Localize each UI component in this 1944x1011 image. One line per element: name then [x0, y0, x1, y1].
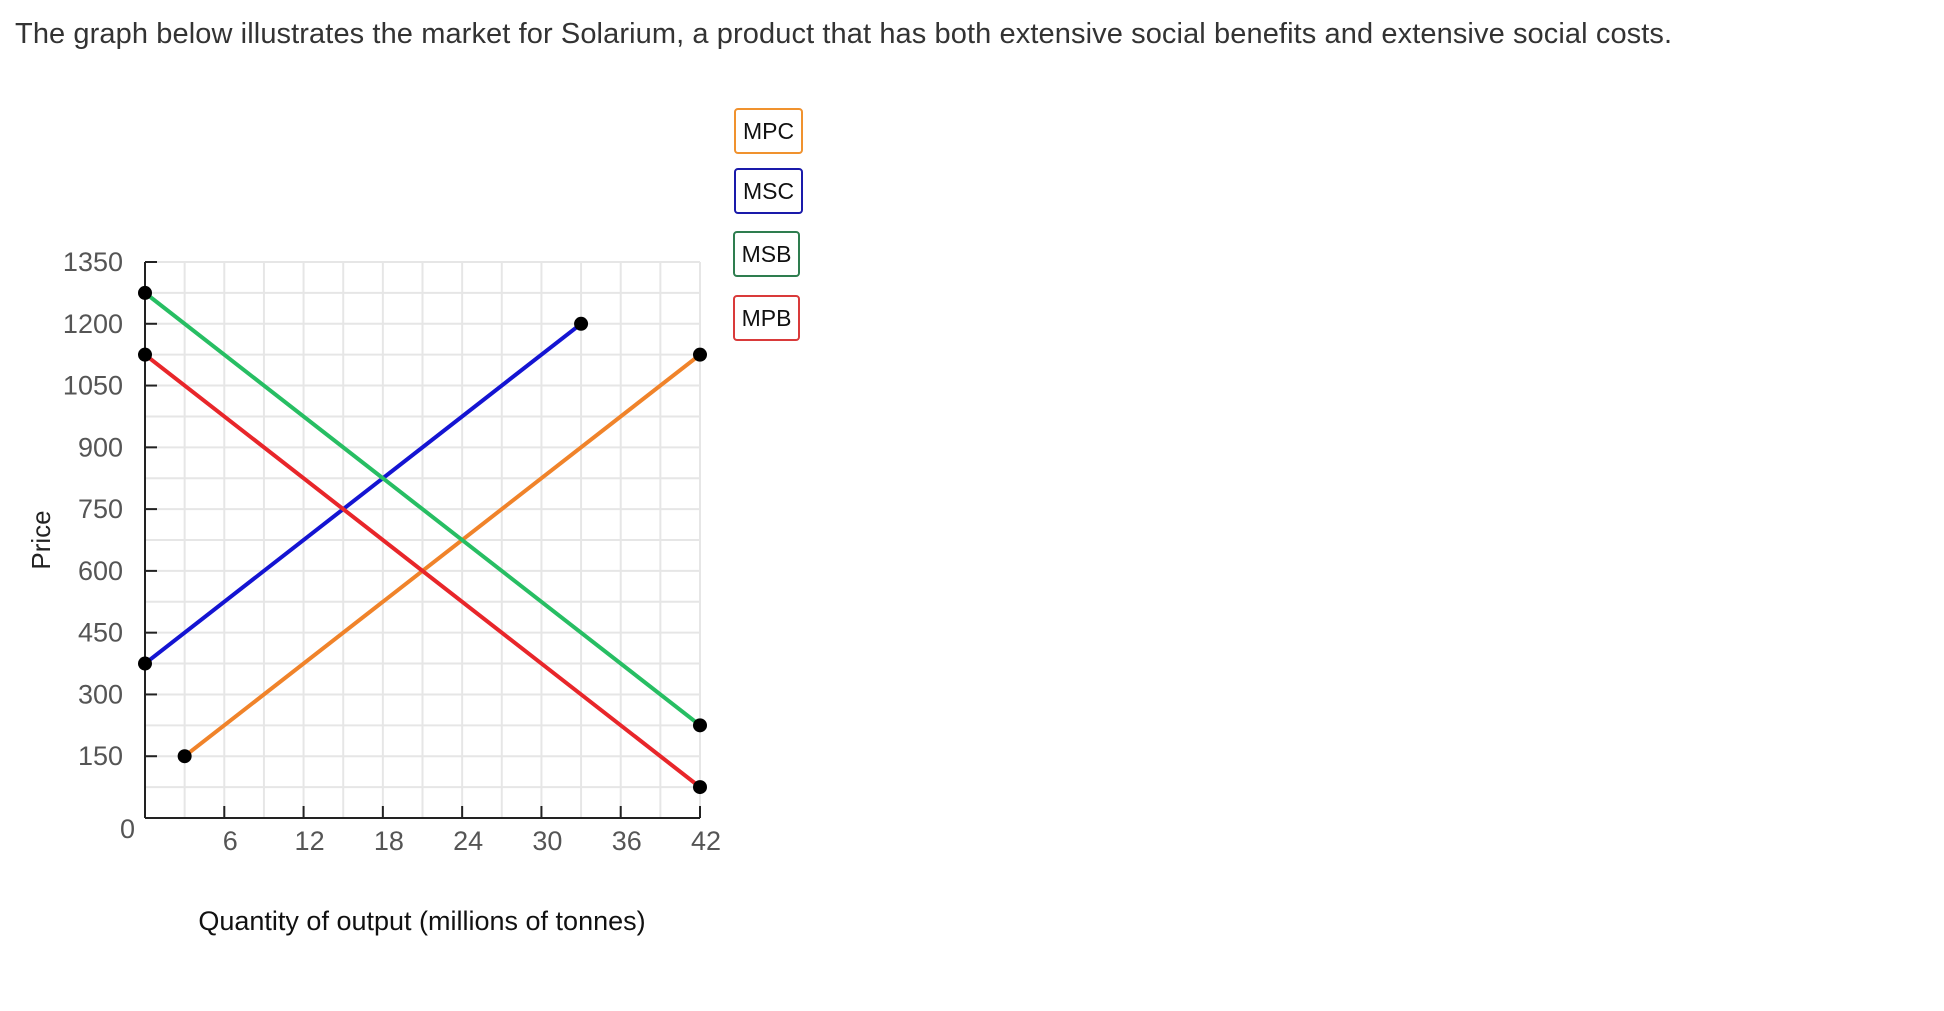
y-tick-label: 300 — [78, 679, 123, 709]
chart-points — [138, 285, 707, 795]
chart-grid — [145, 261, 701, 818]
y-tick-label: 1200 — [63, 309, 123, 339]
data-point-msc — [138, 656, 152, 671]
data-point-msb — [138, 285, 152, 300]
data-point-mpc — [177, 749, 192, 764]
y-tick-label: 0 — [120, 814, 135, 844]
y-tick-label: 450 — [78, 618, 123, 648]
data-point-mpc — [693, 347, 707, 362]
y-axis-title: Price — [26, 510, 56, 569]
chart-series — [143, 290, 702, 790]
x-axis-title: Quantity of output (millions of tonnes) — [198, 906, 645, 936]
x-tick-label: 30 — [532, 826, 562, 856]
data-point-msb — [693, 718, 707, 733]
series-line-mpb — [143, 352, 702, 790]
y-tick-label: 750 — [78, 494, 123, 524]
x-tick-label: 18 — [374, 826, 404, 856]
x-tick-label: 36 — [612, 826, 642, 856]
series-line-mpc — [182, 352, 702, 759]
legend-mpb[interactable]: MPB — [733, 295, 800, 341]
data-point-mpb — [693, 780, 707, 795]
chart-axes — [144, 261, 701, 819]
legend-mpc[interactable]: MPC — [734, 108, 803, 154]
x-tick-label: 42 — [691, 826, 721, 856]
data-point-msc — [574, 316, 589, 331]
series-line-msc — [143, 321, 584, 666]
series-line-msb — [143, 290, 702, 728]
y-tick-label: 900 — [78, 432, 123, 462]
x-tick-label: 12 — [295, 826, 325, 856]
legend-msc[interactable]: MSC — [734, 168, 803, 214]
y-tick-label: 150 — [78, 741, 123, 771]
x-tick-label: 24 — [453, 826, 483, 856]
y-tick-label: 1350 — [63, 247, 123, 277]
x-tick-label: 6 — [223, 826, 238, 856]
legend-msb[interactable]: MSB — [733, 231, 800, 277]
y-tick-label: 600 — [78, 556, 123, 586]
y-tick-label: 1050 — [63, 371, 123, 401]
question-prompt: The graph below illustrates the market f… — [15, 18, 1673, 50]
chart-labels: 0 150 300 450 600 750 900 1050 1200 1350 6 12 18 24 30… — [26, 247, 721, 936]
data-point-mpb — [138, 347, 152, 362]
